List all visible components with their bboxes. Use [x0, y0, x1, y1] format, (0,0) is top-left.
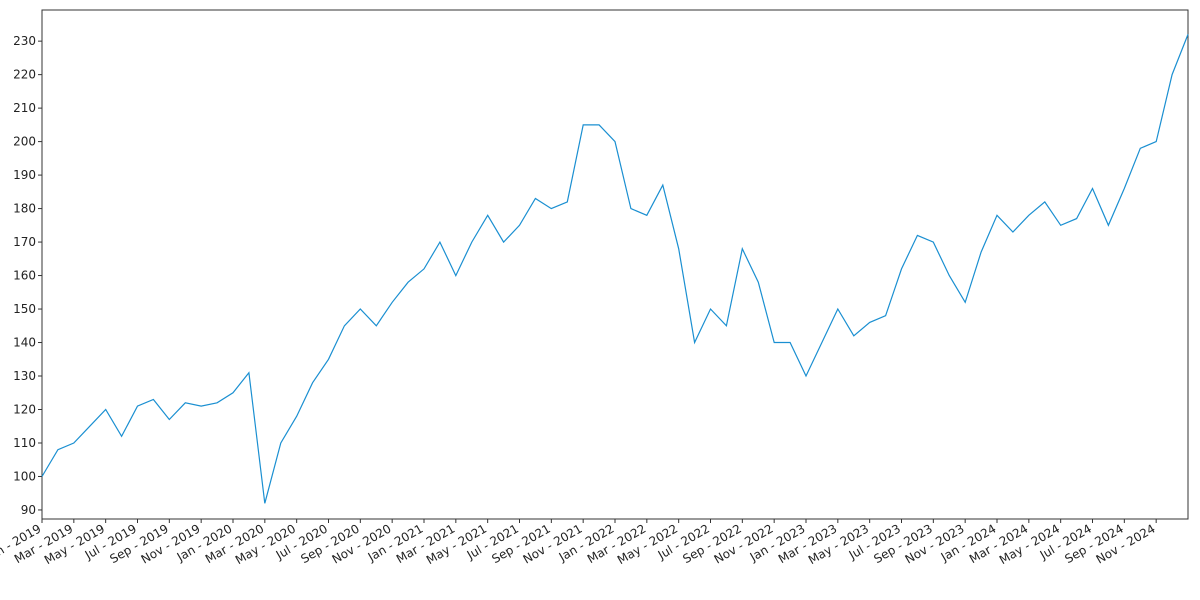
y-tick-label: 110 [13, 436, 36, 450]
y-tick-label: 210 [13, 101, 36, 115]
y-tick-label: 230 [13, 34, 36, 48]
plot-frame [41, 9, 1189, 520]
y-tick-label: 120 [13, 402, 36, 416]
y-tick-label: 160 [13, 269, 36, 283]
y-tick-label: 200 [13, 135, 36, 149]
y-tick-label: 90 [21, 503, 36, 517]
y-tick-label: 150 [13, 302, 36, 316]
y-tick-label: 220 [13, 68, 36, 82]
y-tick-label: 140 [13, 336, 36, 350]
y-tick-label: 180 [13, 202, 36, 216]
y-tick-label: 130 [13, 369, 36, 383]
y-tick-label: 100 [13, 469, 36, 483]
y-tick-label: 170 [13, 235, 36, 249]
price-line [41, 34, 1189, 504]
y-tick-label: 190 [13, 168, 36, 182]
